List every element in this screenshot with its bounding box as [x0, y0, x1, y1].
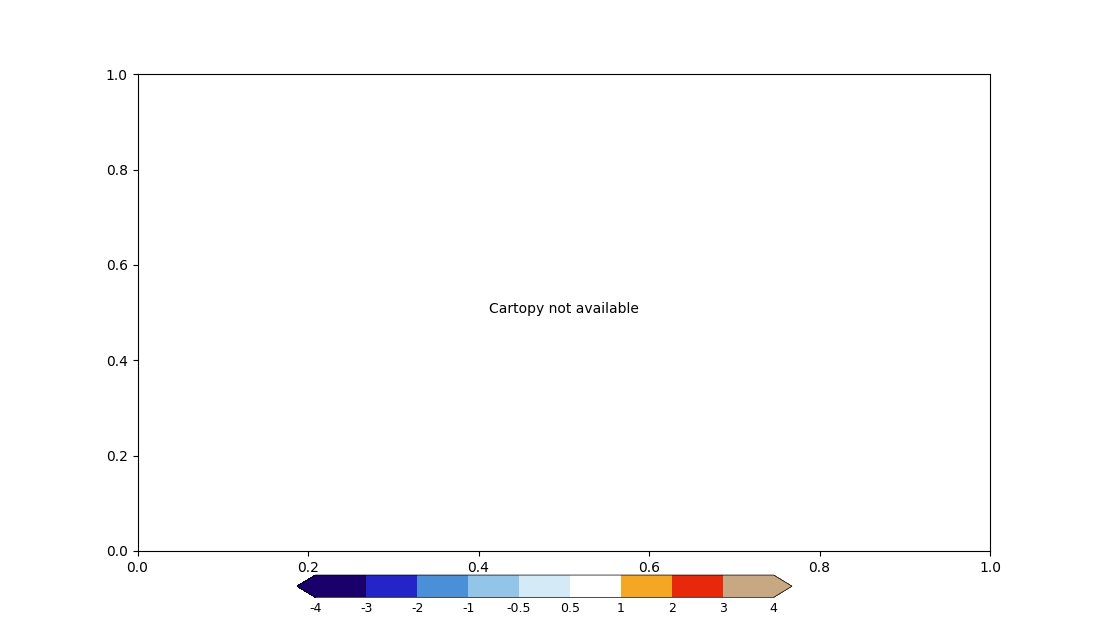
PathPatch shape [297, 575, 316, 597]
PathPatch shape [773, 575, 792, 597]
Text: Cartopy not available: Cartopy not available [488, 301, 639, 316]
